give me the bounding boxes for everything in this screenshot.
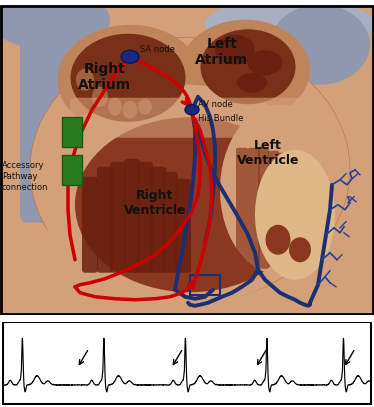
Text: Left
Atrium: Left Atrium (196, 37, 249, 67)
Ellipse shape (30, 37, 350, 302)
Text: Accessory
Pathway
connection: Accessory Pathway connection (2, 161, 49, 193)
FancyBboxPatch shape (236, 148, 248, 262)
Ellipse shape (121, 50, 139, 63)
Bar (190, 275, 220, 295)
Ellipse shape (237, 73, 267, 93)
FancyBboxPatch shape (20, 17, 78, 223)
FancyBboxPatch shape (258, 147, 269, 269)
Ellipse shape (40, 85, 330, 305)
Ellipse shape (76, 69, 94, 91)
Ellipse shape (185, 105, 199, 115)
Text: SA node: SA node (140, 45, 175, 54)
FancyBboxPatch shape (150, 167, 166, 273)
FancyBboxPatch shape (97, 167, 113, 273)
FancyBboxPatch shape (276, 153, 286, 262)
FancyBboxPatch shape (82, 177, 98, 273)
Ellipse shape (289, 237, 311, 262)
FancyBboxPatch shape (162, 172, 178, 273)
Ellipse shape (266, 225, 291, 255)
FancyBboxPatch shape (175, 179, 191, 273)
Text: Right
Ventricle: Right Ventricle (124, 189, 186, 217)
FancyBboxPatch shape (70, 98, 310, 138)
Ellipse shape (0, 0, 110, 50)
Ellipse shape (180, 20, 310, 120)
Ellipse shape (200, 29, 295, 104)
Ellipse shape (220, 105, 340, 275)
Ellipse shape (248, 50, 282, 75)
Text: Left
Ventricle: Left Ventricle (237, 139, 299, 167)
FancyBboxPatch shape (124, 159, 140, 273)
Ellipse shape (270, 5, 370, 85)
Ellipse shape (205, 0, 374, 52)
FancyBboxPatch shape (110, 162, 126, 273)
Text: His Bundle: His Bundle (198, 114, 243, 123)
Ellipse shape (108, 98, 122, 116)
Ellipse shape (75, 117, 305, 292)
Ellipse shape (138, 99, 152, 115)
Ellipse shape (92, 87, 108, 107)
FancyBboxPatch shape (248, 148, 260, 267)
Ellipse shape (123, 101, 138, 119)
Bar (62, 155, 82, 185)
Ellipse shape (71, 34, 186, 122)
Text: AV node: AV node (198, 100, 233, 109)
FancyBboxPatch shape (137, 162, 153, 273)
FancyBboxPatch shape (268, 151, 279, 267)
Ellipse shape (255, 150, 335, 280)
Bar (62, 117, 82, 147)
Ellipse shape (58, 25, 202, 135)
Ellipse shape (215, 35, 255, 65)
Text: Right
Atrium: Right Atrium (79, 61, 132, 92)
